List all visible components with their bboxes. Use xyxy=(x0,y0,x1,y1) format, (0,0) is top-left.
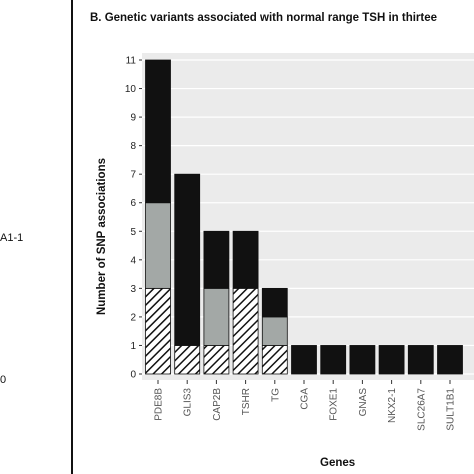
bar-tshr-segment-2 xyxy=(232,230,259,289)
bar-pde8b-segment-1 xyxy=(145,202,171,289)
left-panel-text-2: 0 xyxy=(0,374,7,386)
y-tick-label: 7 xyxy=(130,170,136,181)
y-tick-label: 11 xyxy=(126,56,137,67)
bar-cap2b-segment-2 xyxy=(203,230,230,289)
bar-glis3-segment-0 xyxy=(174,345,201,375)
x-tick-label: CGA xyxy=(300,388,311,410)
bar-glis3-segment-2 xyxy=(174,173,201,346)
x-tick-label: SULT1B1 xyxy=(446,388,457,431)
x-tick-label: FOXE1 xyxy=(329,388,340,421)
x-tick-label: SLC26A7 xyxy=(416,388,427,431)
bar-cap2b-segment-0 xyxy=(203,345,230,375)
bar-tg-segment-0 xyxy=(261,345,288,375)
x-tick-label: TG xyxy=(270,388,281,402)
bar-tshr-segment-0 xyxy=(232,287,259,375)
x-tick-label: PDE8B xyxy=(154,388,165,421)
bar-nkx2-1-segment-2 xyxy=(378,345,405,375)
panel-divider xyxy=(71,0,73,474)
x-tick-label: TSHR xyxy=(241,388,252,415)
y-tick-label: 0 xyxy=(130,370,136,381)
y-tick-label: 2 xyxy=(130,312,136,323)
x-tick-label: NKX2-1 xyxy=(387,388,398,423)
bar-tg-segment-2 xyxy=(261,287,288,318)
chart-title: B. Genetic variants associated with norm… xyxy=(90,12,438,24)
bar-slc26a7-segment-2 xyxy=(407,345,434,375)
bar-foxe1-segment-2 xyxy=(320,345,347,375)
bar-pde8b-segment-0 xyxy=(145,287,171,375)
y-tick-label: 3 xyxy=(130,284,136,295)
bar-tg-segment-1 xyxy=(261,316,288,346)
x-axis-label: Genes xyxy=(320,457,356,469)
y-tick-label: 6 xyxy=(130,198,136,209)
left-panel-text-1: A1-1 xyxy=(0,232,24,244)
x-tick-label: GLIS3 xyxy=(183,388,194,417)
left-panel-fragment: A1-1 0 xyxy=(0,0,72,474)
bar-sult1b1-segment-2 xyxy=(437,345,463,375)
bar-gnas-segment-2 xyxy=(349,345,376,375)
y-tick-label: 9 xyxy=(130,113,136,124)
y-tick-label: 8 xyxy=(130,141,136,152)
bar-pde8b-segment-2 xyxy=(145,59,171,204)
y-tick-label: 4 xyxy=(130,255,136,266)
y-tick-label: 1 xyxy=(130,341,136,352)
y-tick-label: 10 xyxy=(125,84,137,95)
x-tick-label: GNAS xyxy=(358,388,369,417)
bar-cga-segment-2 xyxy=(291,345,317,375)
x-tick-label: CAP2B xyxy=(212,388,223,421)
y-tick-label: 5 xyxy=(130,227,136,238)
bar-cap2b-segment-1 xyxy=(203,287,230,346)
